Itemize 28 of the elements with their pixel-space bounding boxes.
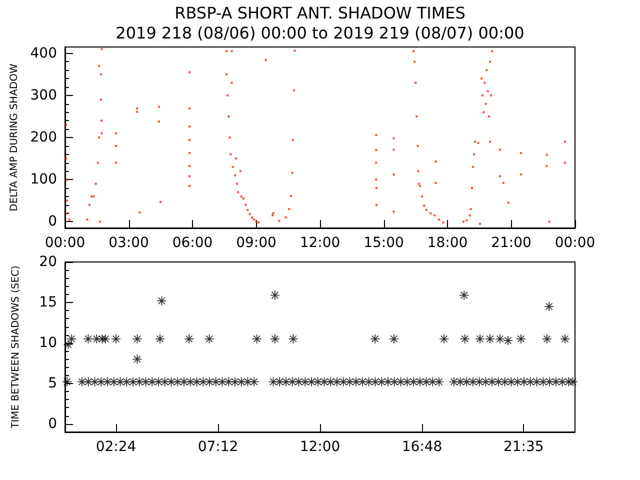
y-tick-label: 10	[39, 334, 57, 351]
x-tick-label: 07:12	[198, 439, 238, 455]
y-tick-label: 100	[30, 172, 57, 188]
y-axis-title: DELTA AMP DURING SHADOW	[8, 64, 20, 212]
y-tick-label: 300	[30, 87, 57, 104]
y-tick-label: 200	[30, 130, 57, 146]
x-tick-label: 18:00	[427, 235, 468, 251]
x-tick-label: 12:00	[300, 235, 340, 251]
x-tick-label: 16:48	[402, 439, 442, 455]
y-tick-label: 0	[48, 416, 57, 432]
x-tick-label: 12:00	[300, 439, 340, 455]
x-tick-label: 02:24	[96, 439, 136, 455]
x-tick-label: 21:35	[503, 439, 544, 455]
chart-title: RBSP-A SHORT ANT. SHADOW TIMES	[174, 4, 466, 22]
y-tick-label: 0	[48, 214, 57, 230]
x-tick-label: 03:00	[108, 235, 149, 251]
y-tick-label: 15	[39, 294, 57, 310]
y-tick-label: 20	[39, 254, 57, 270]
x-tick-label: 15:00	[364, 235, 404, 251]
x-tick-label: 21:00	[491, 235, 532, 251]
chart-subtitle: 2019 218 (08/06) 00:00 to 2019 219 (08/07) 00:00	[116, 24, 524, 42]
x-tick-label: 00:00	[44, 235, 86, 251]
x-tick-label: 09:00	[236, 235, 276, 251]
x-tick-label: 00:00	[554, 235, 596, 251]
y-tick-label: 400	[30, 45, 57, 62]
y-axis-title: TIME BETWEEN SHADOWS (SEC)	[10, 266, 22, 430]
y-tick-label: 5	[48, 375, 57, 392]
x-tick-label: 06:00	[172, 235, 213, 251]
